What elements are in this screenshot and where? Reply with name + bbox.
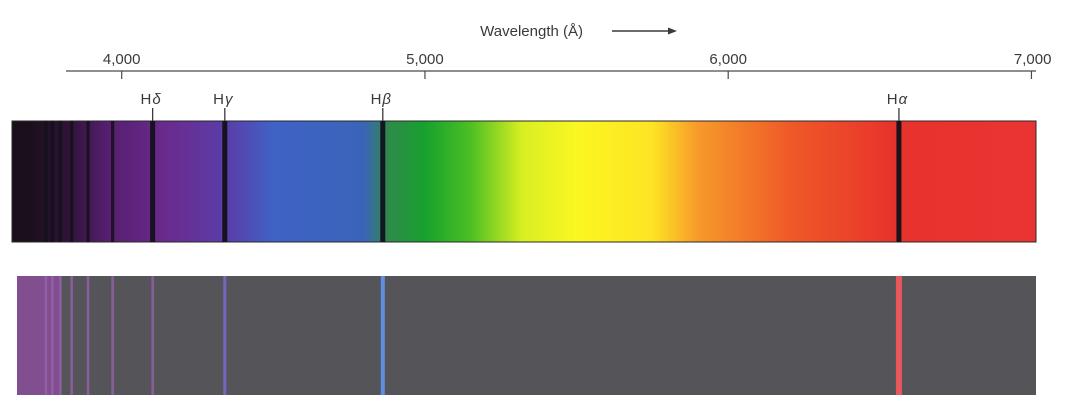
- emission-line-3750: [44, 276, 48, 395]
- spectral-line-labels: Hδ Hγ Hβ Hα: [141, 91, 908, 121]
- emission-line-3798: [59, 276, 62, 395]
- tick-label-5000: 5,000: [406, 51, 444, 68]
- absorption-line-3771: [50, 121, 54, 242]
- emission-spectrum-band: [17, 276, 1036, 395]
- H-alpha-label: Hα: [887, 91, 908, 108]
- emission-line-3889: [86, 276, 90, 395]
- absorption-spectrum-band: [11, 120, 1037, 243]
- absorption-line-3970: [111, 121, 115, 242]
- H-beta-label: Hβ: [371, 91, 392, 108]
- emission-line-3970: [111, 276, 114, 395]
- emission-line-4102: [151, 276, 154, 395]
- tick-label-7000: 7,000: [1014, 51, 1052, 68]
- absorption-line-3889: [86, 121, 90, 242]
- emission-line-6563: [895, 276, 902, 395]
- absorption-line-4102: [150, 121, 156, 242]
- H-gamma-label: Hγ: [213, 91, 234, 108]
- absorption-lines: [44, 121, 902, 242]
- axis-title: Wavelength (Å): [480, 23, 583, 40]
- emission-line-3771: [51, 276, 54, 395]
- absorption-line-4340: [222, 121, 228, 242]
- absorption-line-4861: [380, 121, 386, 242]
- H-delta-label: Hδ: [141, 91, 162, 108]
- emission-line-4861: [380, 276, 385, 395]
- emission-lines: [17, 276, 902, 395]
- tick-label-4000: 4,000: [103, 51, 141, 68]
- absorption-line-3835: [70, 121, 74, 242]
- emission-line-4340: [223, 276, 227, 395]
- axis-title-arrow: [612, 27, 677, 35]
- tick-label-6000: 6,000: [709, 51, 747, 68]
- absorption-line-3798: [58, 121, 63, 242]
- axis-tick-labels: 4,000 5,000 6,000 7,000: [103, 51, 1052, 68]
- emission-line-3835: [70, 276, 73, 395]
- axis-ticks: [121, 71, 1033, 79]
- emission-series-limit-glow: [17, 276, 62, 395]
- absorption-line-3750: [44, 121, 48, 242]
- absorption-line-6563: [896, 121, 902, 242]
